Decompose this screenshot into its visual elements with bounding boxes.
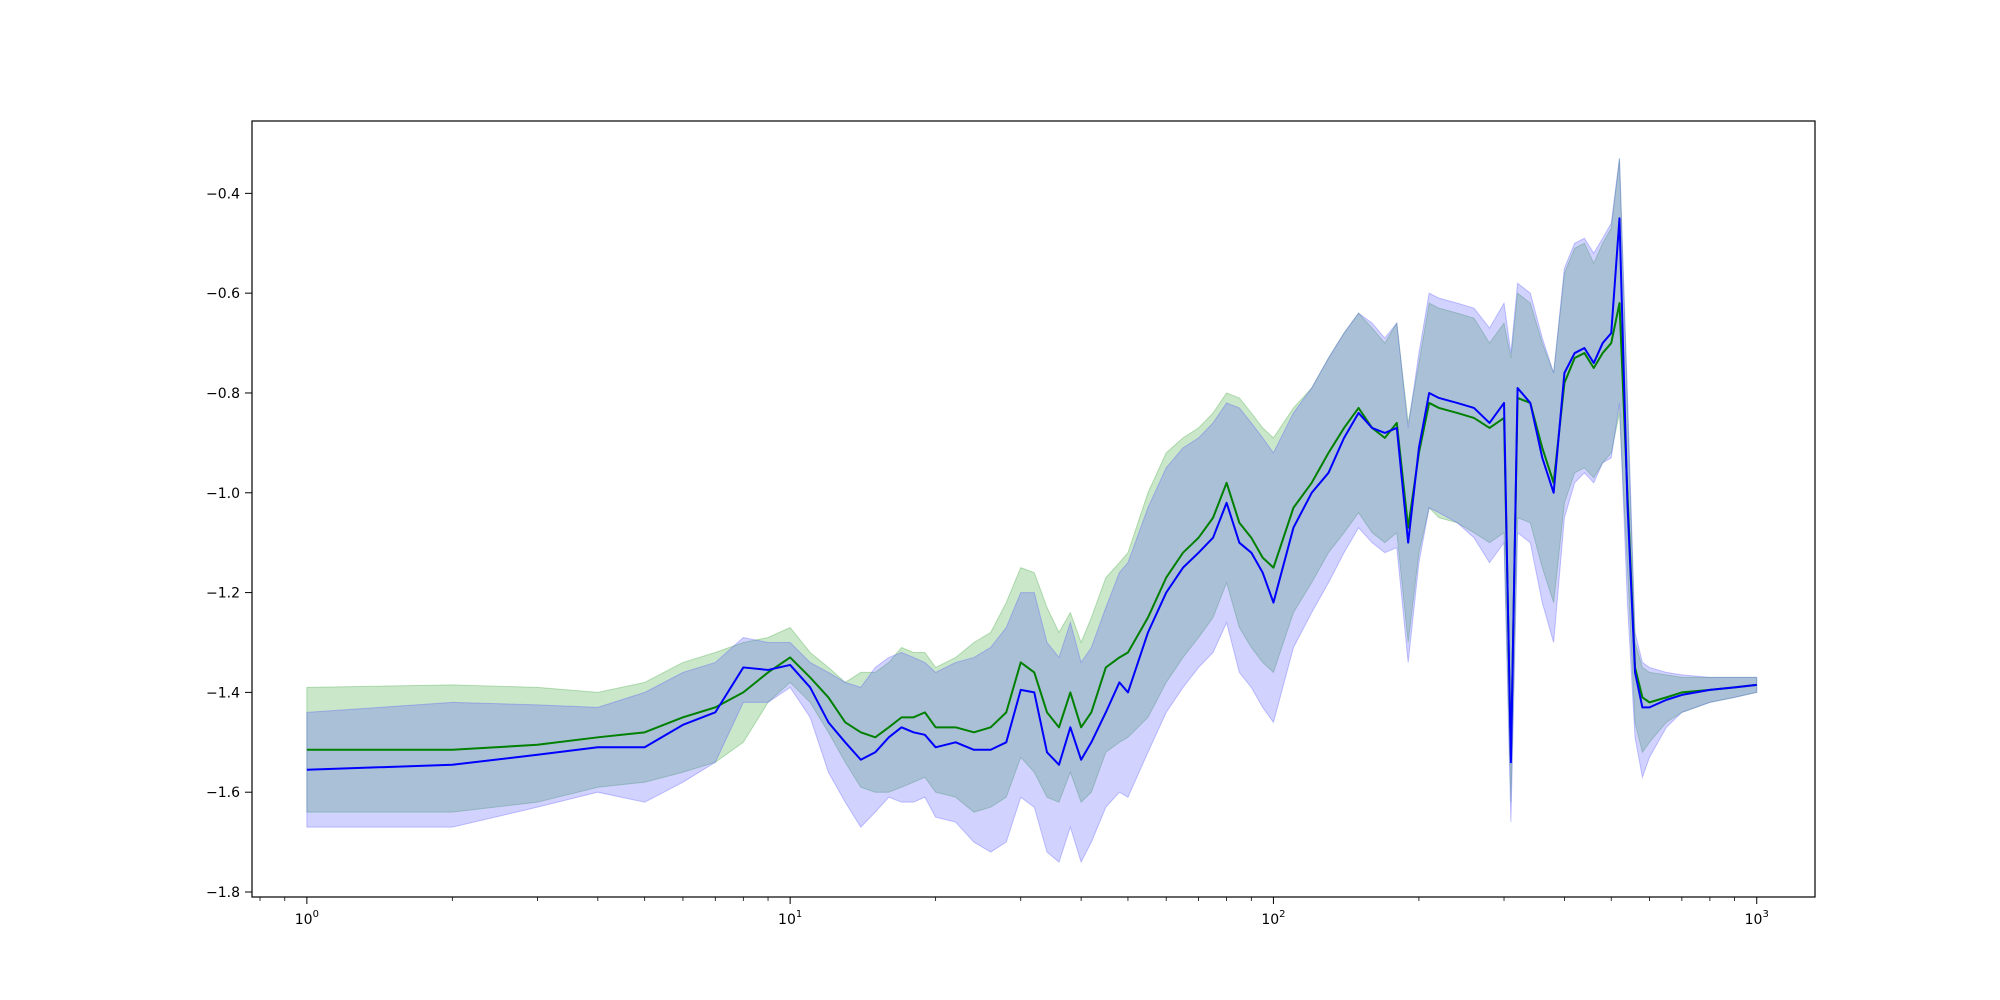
x-axis: 100 101 102 103 <box>259 897 1769 928</box>
series-2-band <box>306 158 1758 864</box>
series-2-line <box>306 217 1757 771</box>
y-axis: −0.4 −0.6 −0.8 −1.0 −1.2 −1.4 −1.6 −1.8 <box>206 186 252 901</box>
y-tick-label: −1.4 <box>206 685 240 701</box>
y-tick-label: −0.4 <box>206 186 240 202</box>
y-tick-label: −1.6 <box>206 785 240 801</box>
y-tick-label: −1.2 <box>206 586 240 602</box>
x-tick-label: 100 <box>295 909 319 928</box>
confidence-bands <box>306 158 1758 864</box>
y-tick-label: −0.8 <box>206 386 240 402</box>
y-tick-label: −1.8 <box>206 885 240 901</box>
series-1-band <box>306 158 1758 813</box>
plot-frame <box>251 120 1816 898</box>
x-tick-label: 102 <box>1261 909 1285 928</box>
series-lines <box>306 217 1757 771</box>
series-1-line <box>306 302 1757 759</box>
y-tick-label: −0.6 <box>206 286 240 302</box>
y-tick-label: −1.0 <box>206 486 240 502</box>
x-tick-label: 103 <box>1745 909 1769 928</box>
x-tick-label: 101 <box>778 909 802 928</box>
